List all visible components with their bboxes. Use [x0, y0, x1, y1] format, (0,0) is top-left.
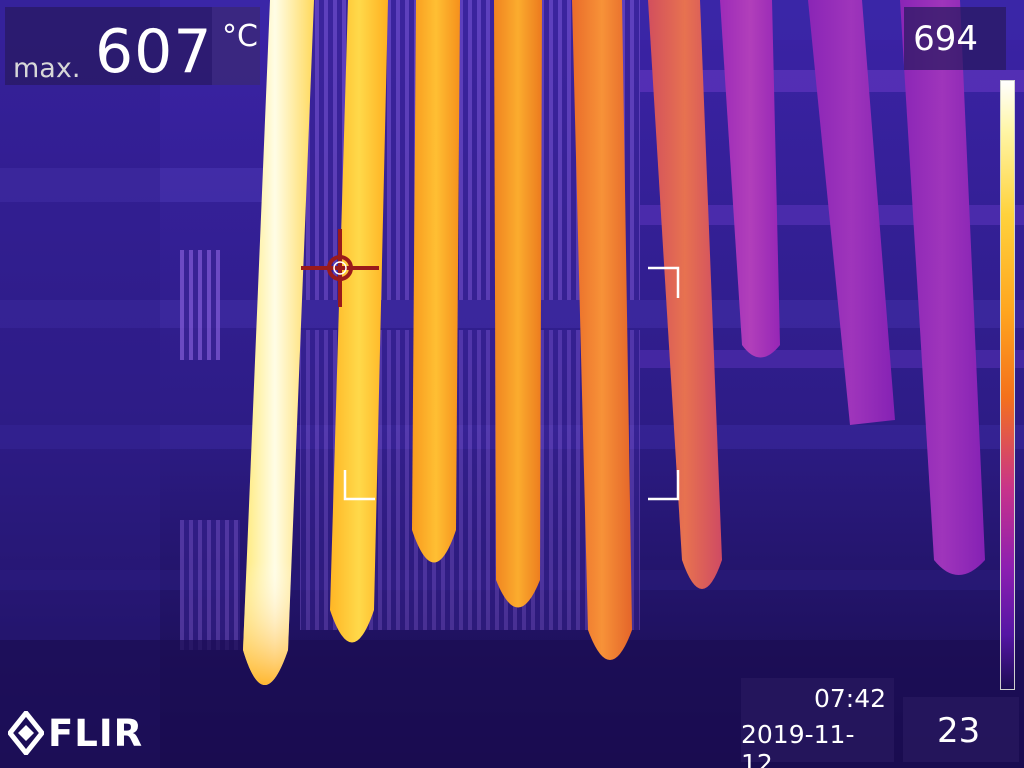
crosshair-icon: [301, 229, 379, 307]
time-label: 07:42: [813, 684, 886, 713]
max-temperature-value: 607: [95, 17, 213, 87]
flir-diamond-icon: [8, 711, 44, 755]
corner-brackets-icon: [343, 266, 680, 501]
date-label: 2019-11-12: [741, 720, 855, 768]
flir-logo: FLIR: [8, 708, 158, 760]
scale-max-value: 694: [913, 19, 978, 59]
scale-max-box: 694: [904, 7, 1006, 70]
max-label: max.: [13, 53, 81, 84]
unit-box: °C: [212, 7, 260, 85]
logo-text: FLIR: [48, 712, 144, 755]
timestamp: 07:42 2019-11-12: [741, 678, 894, 768]
scale-min-box: 23: [903, 697, 1019, 762]
max-temperature-readout: max. 607 °C: [5, 7, 260, 87]
color-scale-bar: [1000, 80, 1015, 690]
scale-min-value: 23: [937, 711, 981, 751]
unit-label: °C: [222, 19, 258, 54]
